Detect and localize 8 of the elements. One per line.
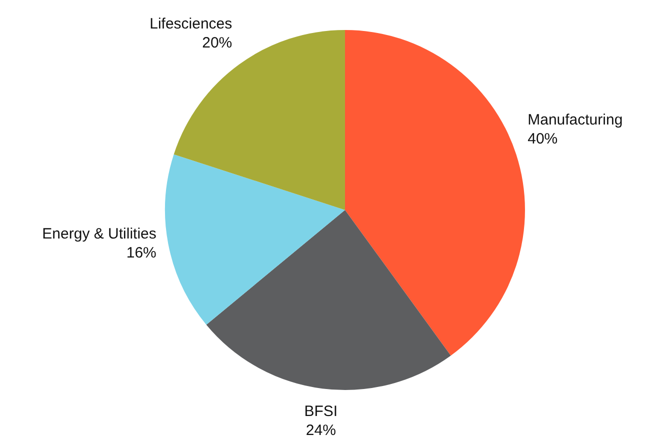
data-label: 24% <box>306 422 336 440</box>
slice-label: BFSI <box>304 403 338 420</box>
data-label: 20% <box>202 34 232 52</box>
slice-label: Manufacturing <box>528 111 623 128</box>
slice-label: Energy & Utilities <box>42 226 156 243</box>
slice-label: Lifesciences <box>150 15 232 32</box>
data-label: 40% <box>528 130 558 148</box>
data-label: 16% <box>126 244 156 262</box>
